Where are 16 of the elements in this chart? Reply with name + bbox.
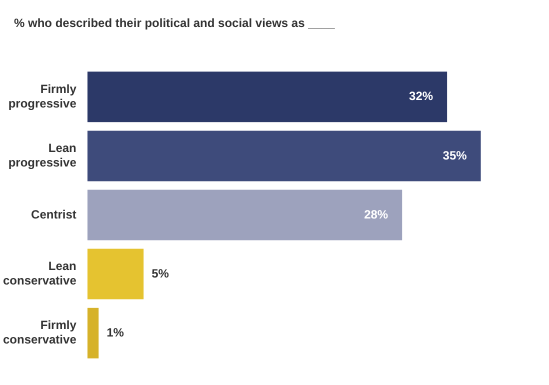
y-tick-label: Lean conservative [2, 259, 77, 288]
y-tick-label: Firmly progressive [8, 82, 77, 110]
data-label: 28% [364, 207, 388, 222]
bar [87, 190, 402, 240]
bar [87, 308, 99, 358]
bar [87, 248, 144, 300]
y-tick-label: Firmly conservative [2, 318, 77, 347]
data-label: 1% [106, 325, 124, 340]
y-tick-label: Centrist [31, 207, 76, 222]
data-label: 35% [442, 148, 468, 162]
data-label: 5% [152, 266, 170, 280]
y-tick-label: Lean progressive [8, 141, 77, 170]
data-label: 32% [409, 89, 434, 104]
chart-title: % who described their political and social views as ____ [14, 16, 335, 30]
bar [87, 130, 481, 182]
bar [87, 72, 448, 122]
